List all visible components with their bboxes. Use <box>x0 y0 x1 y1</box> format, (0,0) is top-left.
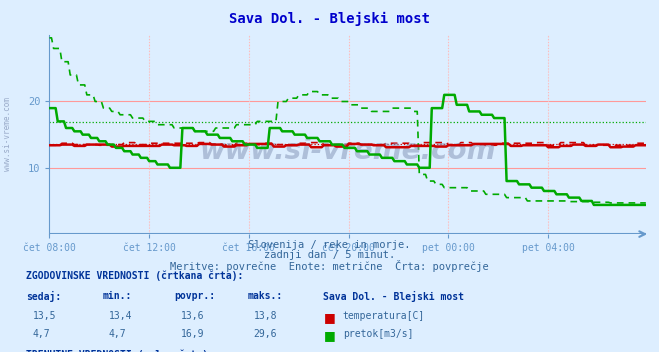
Text: TRENUTNE VREDNOSTI (polna črta):: TRENUTNE VREDNOSTI (polna črta): <box>26 350 214 352</box>
Text: 29,6: 29,6 <box>254 329 277 339</box>
Text: 13,6: 13,6 <box>181 311 205 321</box>
Text: Sava Dol. - Blejski most: Sava Dol. - Blejski most <box>229 12 430 26</box>
Text: Slovenija / reke in morje.: Slovenija / reke in morje. <box>248 240 411 250</box>
Text: 4,7: 4,7 <box>109 329 127 339</box>
Text: temperatura[C]: temperatura[C] <box>343 311 425 321</box>
Text: zadnji dan / 5 minut.: zadnji dan / 5 minut. <box>264 250 395 260</box>
Text: 13,4: 13,4 <box>109 311 132 321</box>
Text: ZGODOVINSKE VREDNOSTI (črtkana črta):: ZGODOVINSKE VREDNOSTI (črtkana črta): <box>26 270 244 281</box>
Text: maks.:: maks.: <box>247 291 282 301</box>
Text: povpr.:: povpr.: <box>175 291 215 301</box>
Text: 4,7: 4,7 <box>33 329 51 339</box>
Text: pretok[m3/s]: pretok[m3/s] <box>343 329 413 339</box>
Text: www.si-vreme.com: www.si-vreme.com <box>200 137 496 164</box>
Text: Sava Dol. - Blejski most: Sava Dol. - Blejski most <box>323 291 464 302</box>
Text: ■: ■ <box>324 311 336 324</box>
Text: 13,5: 13,5 <box>33 311 57 321</box>
Text: ■: ■ <box>324 329 336 342</box>
Text: sedaj:: sedaj: <box>26 291 61 302</box>
Text: www.si-vreme.com: www.si-vreme.com <box>3 97 13 171</box>
Text: 13,8: 13,8 <box>254 311 277 321</box>
Text: min.:: min.: <box>102 291 132 301</box>
Text: 16,9: 16,9 <box>181 329 205 339</box>
Text: Meritve: povrečne  Enote: metrične  Črta: povprečje: Meritve: povrečne Enote: metrične Črta: … <box>170 260 489 272</box>
